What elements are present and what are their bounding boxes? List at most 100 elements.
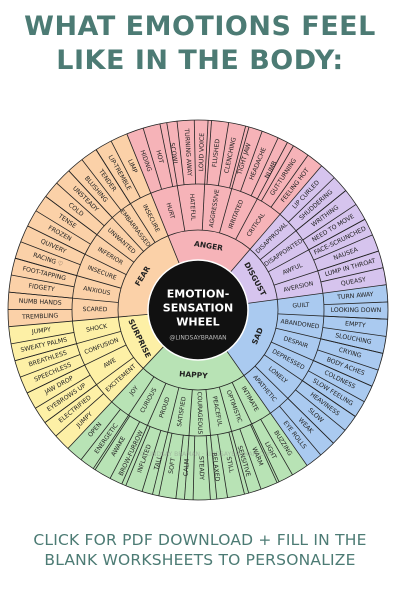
sensation-divider [323, 301, 388, 306]
center-hub [147, 259, 249, 361]
sensation-divider [35, 210, 91, 245]
sensation-divider [320, 338, 384, 354]
sensation-divider [20, 241, 81, 266]
sensation-divider [287, 398, 334, 444]
body-sensation: NUMB HANDS [19, 298, 62, 307]
sensation-divider [217, 434, 228, 498]
title-line-2: LIKE IN THE BODY: [56, 45, 344, 76]
sensation-divider [240, 131, 263, 192]
sensation-divider [313, 234, 373, 261]
secondary-divider [184, 389, 193, 500]
body-sensation: HOT [154, 149, 164, 164]
footer-line-2[interactable]: BLANK WORKSHEETS TO PERSONALIZE [44, 551, 356, 569]
body-sensation: LOOKING DOWN [331, 307, 382, 314]
sensation-divider [55, 393, 104, 437]
sensation-divider [288, 177, 335, 223]
emotion-sector-sad[interactable] [226, 284, 388, 466]
sensation-divider [56, 182, 105, 227]
sensation-divider [35, 374, 91, 409]
emotion-divider [230, 165, 322, 273]
sensation-divider [109, 421, 141, 479]
sensation-divider [239, 428, 262, 490]
secondary-divider [231, 382, 280, 483]
emotion-sector-disgust[interactable] [230, 165, 387, 304]
sensation-divider [15, 257, 77, 277]
sensation-divider [81, 159, 122, 211]
body-sensation: STILL [225, 456, 235, 474]
body-sensation: TURNING AWAY [183, 127, 193, 176]
secondary-emotion: HURT [164, 202, 175, 220]
center-title-line: WHEEL [176, 316, 219, 329]
secondary-emotion: SCARED [83, 306, 108, 313]
sensation-divider [110, 140, 141, 199]
body-sensation: TREMBLING [21, 312, 59, 321]
secondary-divider [166, 122, 186, 232]
watermark-text: © LINDSAY BRAMAN · LINDSAYBRAMAN.COM [139, 451, 273, 458]
wheel-dividers [7, 119, 389, 501]
sensation-divider [193, 120, 196, 185]
sensation-divider [11, 274, 75, 288]
sensation-divider [217, 122, 230, 186]
body-sensation: TALL [153, 455, 164, 472]
sensation-divider [205, 435, 211, 500]
sensation-divider [320, 267, 384, 283]
secondary-emotion: COURAGEOUS [196, 392, 204, 435]
sensation-divider [80, 409, 121, 460]
sensation-divider [228, 432, 245, 495]
wheel-ring-3 [71, 183, 325, 437]
sensation-divider [125, 426, 151, 486]
body-sensation: JUMPY [30, 326, 51, 336]
sensation-divider [175, 435, 184, 499]
secondary-emotion: GUILT [292, 302, 310, 310]
sensation-divider [8, 291, 73, 299]
sensation-divider [229, 125, 247, 189]
emotion-divider [67, 346, 165, 449]
emotion-sector-anger[interactable] [126, 120, 322, 273]
emotion-wheel-container[interactable]: ANGER HURT HATEFUL AGGRESSIVE IRRITATED CRITI… [0, 112, 400, 520]
body-sensation: RELAXED [210, 452, 220, 482]
secondary-divider [219, 126, 250, 234]
sensation-divider [206, 120, 212, 185]
emotion-divider [226, 350, 308, 466]
body-sensation: LOUD VOICE [198, 133, 206, 172]
secondary-emotion: SATISFIED [176, 396, 188, 428]
sensation-divider [317, 250, 379, 272]
sensation-divider [68, 170, 113, 218]
sensation-divider [313, 360, 373, 387]
download-link[interactable]: CLICK FOR PDF DOWNLOAD + FILL IN THE BLA… [0, 530, 400, 570]
sensation-divider [302, 380, 356, 417]
sensation-divider [14, 343, 77, 362]
body-sensation: STEADY [197, 456, 204, 480]
sensation-divider [45, 196, 98, 236]
body-sensation: CALM [183, 459, 191, 477]
sensation-divider [279, 405, 322, 456]
body-sensation: FIDGETY [28, 283, 55, 294]
core-emotion-happy: HAPPY [179, 369, 209, 380]
secondary-divider [235, 142, 288, 240]
emotion-sector-fear[interactable] [7, 133, 180, 327]
wheel-ring-2 [117, 229, 279, 391]
body-sensation: FLUSHED [211, 138, 221, 167]
sensation-divider [270, 154, 309, 208]
sensation-divider [308, 370, 365, 403]
title-line-1: WHAT EMOTIONS FEEL [24, 11, 376, 42]
secondary-divider [205, 389, 218, 500]
secondary-divider [92, 376, 155, 469]
secondary-emotion: ANXIOUS [83, 285, 111, 297]
secondary-divider [218, 386, 250, 494]
sensation-divider [317, 349, 379, 371]
sensation-divider [302, 204, 357, 241]
sensation-divider [27, 225, 86, 255]
sensation-divider [20, 354, 81, 378]
footer-line-1[interactable]: CLICK FOR PDF DOWNLOAD + FILL IN THE [33, 531, 367, 549]
sensation-divider [159, 123, 174, 187]
secondary-divider [121, 383, 167, 485]
secondary-emotion: HATEFUL [188, 194, 197, 222]
sensation-divider [295, 389, 346, 431]
emotion-sector-surprise[interactable] [8, 314, 164, 449]
body-sensation: EMPTY [345, 320, 366, 329]
sensation-divider [260, 419, 293, 476]
secondary-divider [152, 387, 180, 495]
emotion-divider [8, 313, 149, 328]
